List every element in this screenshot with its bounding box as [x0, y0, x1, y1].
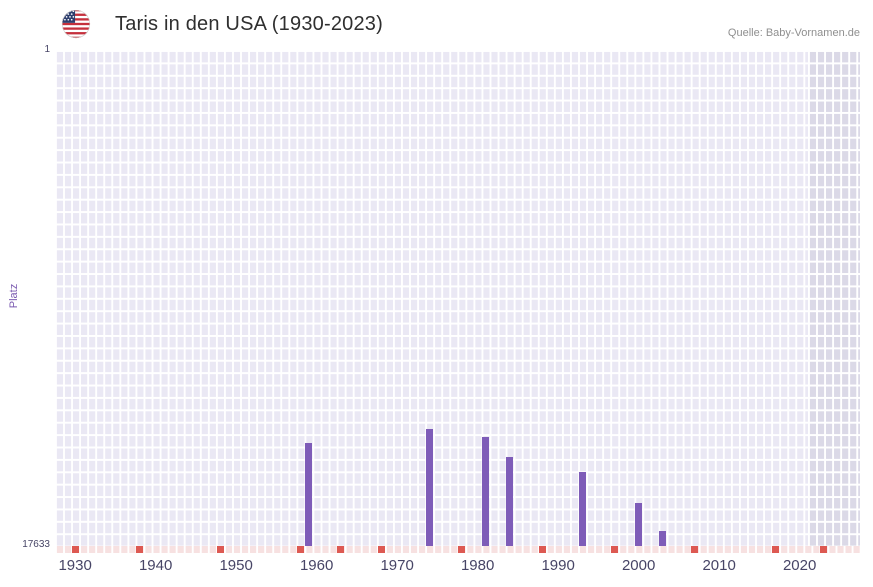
x-tick-1940: 1940 — [138, 557, 173, 574]
unranked-tick-2023 — [820, 546, 828, 553]
rank-bar-2003[interactable] — [659, 531, 667, 546]
x-tick-2010: 2010 — [702, 557, 736, 574]
unranked-tick-1968 — [377, 546, 385, 553]
unranked-years-strip — [55, 546, 860, 553]
unranked-tick-1997 — [610, 546, 618, 553]
unranked-tick-1930 — [71, 546, 79, 553]
rank-bar-1993[interactable] — [578, 471, 586, 546]
rank-bar-1984[interactable] — [506, 457, 514, 546]
unranked-tick-1963 — [337, 546, 345, 553]
unranked-tick-1938 — [136, 546, 144, 553]
x-tick-1970: 1970 — [380, 557, 414, 574]
chart-title: Taris in den USA (1930-2023) — [115, 13, 383, 35]
unranked-tick-1948 — [216, 546, 224, 553]
x-tick-2020: 2020 — [782, 557, 817, 574]
usa-flag-icon — [61, 9, 91, 39]
rank-bars-layer — [55, 50, 860, 546]
y-axis-max-label: 1 — [44, 44, 50, 55]
recent-years-shaded-band — [807, 50, 860, 553]
x-tick-2000: 2000 — [621, 557, 656, 574]
x-tick-1990: 1990 — [541, 557, 575, 574]
y-axis-min-label: 17633 — [22, 539, 50, 550]
rank-bar-2000[interactable] — [635, 502, 643, 546]
x-tick-1980: 1980 — [460, 557, 495, 574]
unranked-tick-2007 — [691, 546, 699, 553]
rank-bar-1974[interactable] — [425, 428, 433, 546]
x-tick-1960: 1960 — [299, 557, 334, 574]
unranked-tick-1958 — [297, 546, 305, 553]
x-tick-1930: 1930 — [58, 557, 92, 574]
unranked-ticks-layer — [55, 546, 860, 553]
x-axis-labels: 1930 1940 1950 1960 1970 1980 1990 2000 2010 2020 — [55, 557, 860, 577]
unranked-tick-1988 — [538, 546, 546, 553]
plot-grid-background — [55, 50, 860, 553]
y-axis-title: Platz — [8, 283, 20, 309]
x-tick-1950: 1950 — [219, 557, 253, 574]
unranked-tick-2017 — [771, 546, 779, 553]
source-link[interactable]: Quelle: Baby-Vornamen.de — [727, 27, 860, 39]
rank-bar-1959[interactable] — [305, 442, 313, 546]
rank-bar-1981[interactable] — [482, 437, 490, 546]
unranked-tick-1978 — [458, 546, 466, 553]
chart-plot-area — [55, 50, 860, 553]
